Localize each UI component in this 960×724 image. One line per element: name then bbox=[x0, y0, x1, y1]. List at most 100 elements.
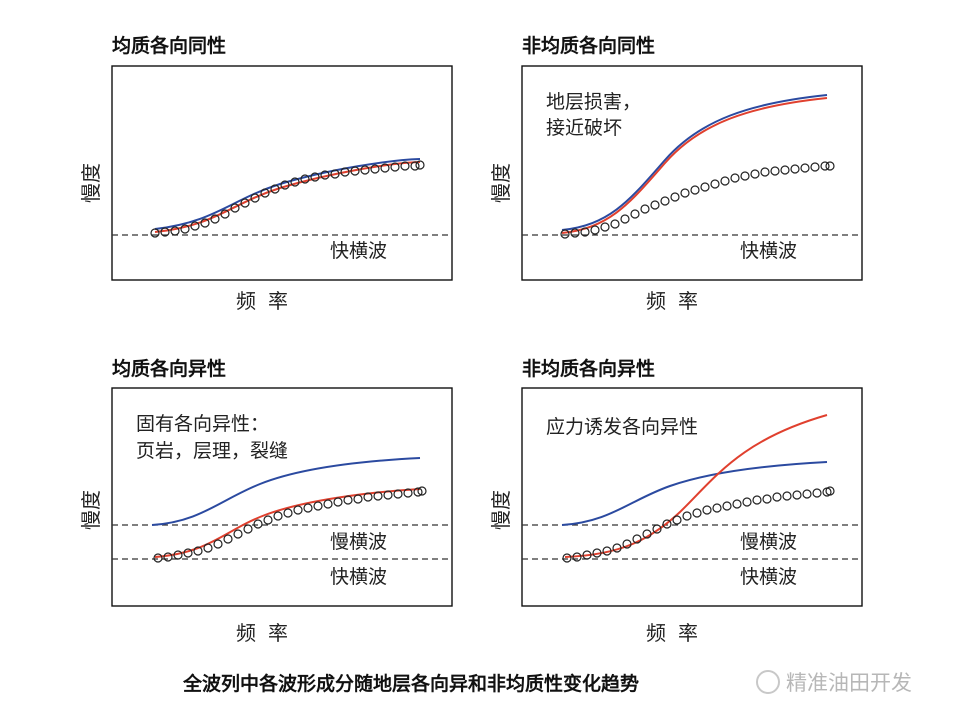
data-marker bbox=[240, 198, 250, 208]
data-marker bbox=[820, 161, 830, 171]
data-marker bbox=[150, 228, 160, 238]
watermark-logo-icon bbox=[756, 670, 780, 694]
data-marker bbox=[782, 491, 792, 501]
data-marker bbox=[660, 196, 670, 206]
data-marker bbox=[792, 490, 802, 500]
red-curve bbox=[561, 97, 828, 234]
plot-frame bbox=[111, 387, 453, 607]
data-marker bbox=[642, 529, 652, 539]
panel-title: 非均质各向同性 bbox=[522, 34, 655, 57]
data-marker bbox=[333, 497, 343, 507]
data-marker bbox=[233, 529, 243, 539]
data-marker bbox=[380, 163, 390, 173]
fast-shear-label: 快横波 bbox=[740, 566, 797, 588]
data-marker bbox=[825, 161, 835, 171]
data-marker bbox=[403, 488, 413, 498]
data-marker bbox=[160, 227, 170, 237]
data-marker bbox=[417, 486, 427, 496]
data-marker bbox=[770, 166, 780, 176]
data-marker bbox=[802, 489, 812, 499]
fast-shear-label: 快横波 bbox=[330, 240, 387, 262]
watermark-text: 精准油田开发 bbox=[786, 671, 912, 695]
data-marker bbox=[700, 182, 710, 192]
data-marker bbox=[283, 508, 293, 518]
data-marker bbox=[343, 495, 353, 505]
data-marker bbox=[340, 167, 350, 177]
data-marker bbox=[722, 501, 732, 511]
panel-heterogeneous-isotropic: 非均质各向同性 慢度 频率 地层损害， 接近破坏 快横波 bbox=[489, 34, 863, 313]
data-marker bbox=[620, 214, 630, 224]
data-marker bbox=[772, 492, 782, 502]
data-marker bbox=[183, 548, 193, 558]
data-marker bbox=[622, 539, 632, 549]
plot-frame bbox=[521, 65, 863, 281]
red-curve bbox=[154, 488, 421, 558]
data-marker bbox=[253, 519, 263, 529]
data-marker bbox=[293, 505, 303, 515]
data-marker bbox=[630, 209, 640, 219]
data-marker bbox=[320, 170, 330, 180]
x-axis-label: 频率 bbox=[646, 621, 710, 645]
data-marker bbox=[640, 204, 650, 214]
data-marker bbox=[213, 539, 223, 549]
data-marker bbox=[383, 490, 393, 500]
data-marker bbox=[415, 160, 425, 170]
data-marker bbox=[650, 200, 660, 210]
annotation-line-2: 接近破坏 bbox=[546, 117, 622, 139]
slow-shear-label: 慢横波 bbox=[740, 531, 797, 553]
annotation-line-1: 固有各向异性： bbox=[136, 413, 269, 435]
data-marker bbox=[260, 188, 270, 198]
data-marker bbox=[393, 489, 403, 499]
data-marker bbox=[180, 224, 190, 234]
data-marker bbox=[780, 165, 790, 175]
panel-homogeneous-isotropic: 均质各向同性 慢度 频率 快横波 bbox=[79, 34, 453, 313]
data-marker bbox=[400, 161, 410, 171]
data-marker bbox=[680, 188, 690, 198]
blue-curve bbox=[561, 94, 828, 231]
data-marker bbox=[250, 193, 260, 203]
data-marker bbox=[720, 176, 730, 186]
data-marker bbox=[812, 488, 822, 498]
data-marker bbox=[825, 486, 835, 496]
blue-curve bbox=[561, 461, 828, 526]
fast-shear-label: 快横波 bbox=[330, 566, 387, 588]
data-marker bbox=[592, 548, 602, 558]
data-marker bbox=[810, 162, 820, 172]
data-marker bbox=[310, 172, 320, 182]
data-markers bbox=[150, 160, 425, 238]
panel-title: 均质各向异性 bbox=[112, 357, 226, 380]
data-marker bbox=[353, 494, 363, 504]
data-marker bbox=[370, 164, 380, 174]
panel-homogeneous-anisotropic: 均质各向异性 慢度 频率 固有各向异性： 页岩，层理，裂缝 慢横波 快横波 bbox=[79, 357, 453, 645]
data-marker bbox=[163, 552, 173, 562]
data-marker bbox=[800, 163, 810, 173]
data-marker bbox=[290, 177, 300, 187]
x-axis-label: 频率 bbox=[646, 289, 710, 313]
data-marker bbox=[313, 501, 323, 511]
data-marker bbox=[632, 534, 642, 544]
data-marker bbox=[300, 174, 310, 184]
y-axis-label: 慢度 bbox=[79, 163, 103, 203]
panel-title: 非均质各向异性 bbox=[522, 357, 655, 380]
plot-frame bbox=[111, 65, 453, 281]
data-marker bbox=[280, 180, 290, 190]
data-marker bbox=[193, 546, 203, 556]
data-marker bbox=[742, 497, 752, 507]
data-marker bbox=[760, 167, 770, 177]
data-marker bbox=[570, 228, 580, 238]
data-marker bbox=[560, 229, 570, 239]
red-curve bbox=[564, 414, 828, 558]
data-marker bbox=[413, 487, 423, 497]
data-marker bbox=[373, 491, 383, 501]
data-marker bbox=[672, 515, 682, 525]
x-axis-label: 频率 bbox=[236, 289, 300, 313]
data-marker bbox=[580, 227, 590, 237]
panel-heterogeneous-anisotropic: 非均质各向异性 慢度 频率 应力诱发各向异性 慢横波 快横波 bbox=[489, 357, 863, 645]
blue-curve bbox=[151, 457, 421, 526]
data-marker bbox=[582, 550, 592, 560]
data-marker bbox=[153, 553, 163, 563]
data-marker bbox=[170, 226, 180, 236]
data-marker bbox=[243, 524, 253, 534]
data-marker bbox=[590, 225, 600, 235]
